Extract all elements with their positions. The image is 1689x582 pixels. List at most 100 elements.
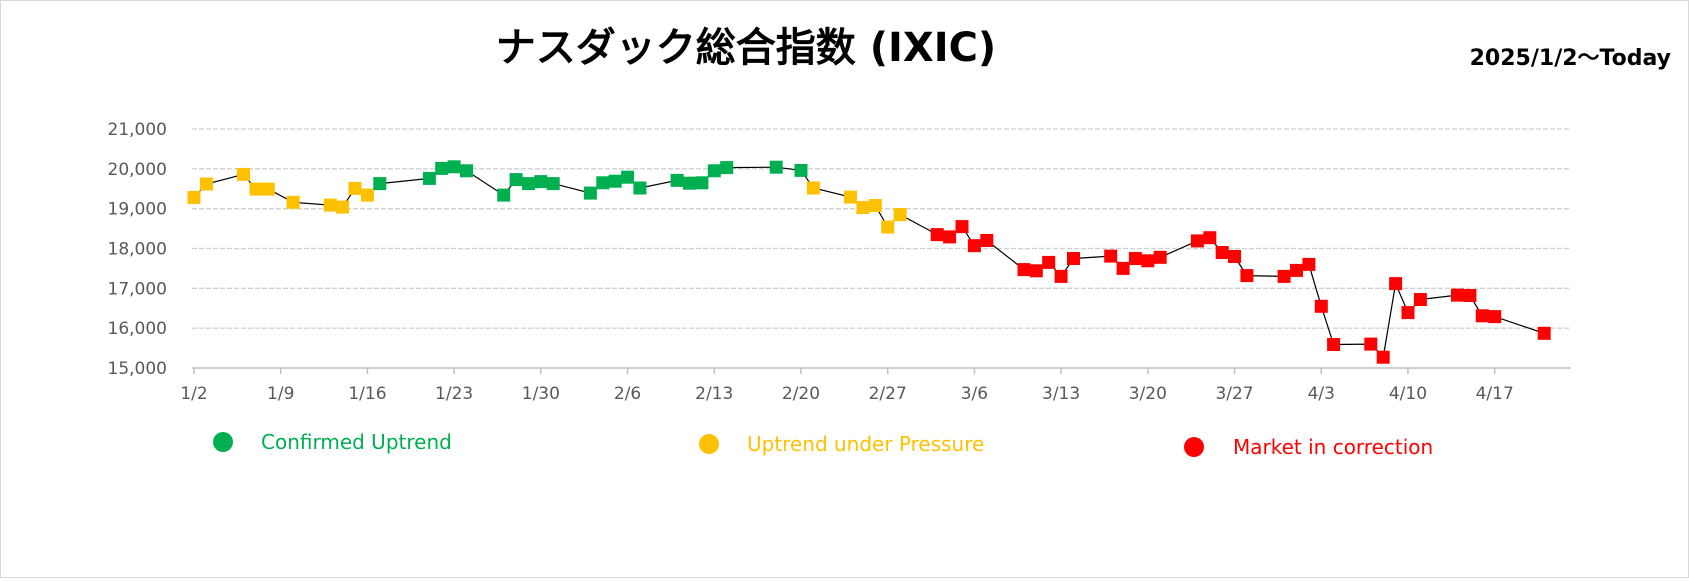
data-point-correction: [967, 239, 981, 253]
data-point-correction: [943, 230, 957, 244]
data-point-correction: [1203, 231, 1217, 245]
x-tick-label: 1/16: [348, 384, 386, 404]
data-point-correction: [1277, 269, 1291, 283]
data-point-uptrend: [422, 171, 436, 185]
x-tick-label: 3/6: [961, 384, 988, 404]
data-point-pressure: [336, 200, 350, 214]
data-point-correction: [1314, 299, 1328, 313]
y-tick-label: 15,000: [108, 359, 167, 379]
data-point-correction: [1116, 261, 1130, 275]
data-point-uptrend: [509, 173, 523, 187]
data-point-uptrend: [435, 161, 449, 175]
legend-marker-correction: [1184, 437, 1204, 457]
data-point-correction: [1128, 252, 1142, 265]
data-point-uptrend: [608, 174, 622, 188]
data-point-uptrend: [794, 163, 808, 177]
data-point-correction: [930, 228, 944, 242]
data-point-uptrend: [633, 181, 647, 195]
chart-title: ナスダック総合指数 (IXIC): [496, 25, 996, 71]
data-point-pressure: [249, 182, 263, 196]
data-point-correction: [1463, 289, 1477, 302]
x-tick-label: 1/23: [435, 384, 473, 404]
data-point-uptrend: [769, 160, 783, 174]
data-point-correction: [1067, 252, 1080, 265]
data-point-pressure: [286, 195, 300, 209]
data-point-uptrend: [695, 176, 709, 190]
legend-label-uptrend: Confirmed Uptrend: [261, 430, 452, 454]
data-point-correction: [1228, 250, 1241, 263]
data-point-correction: [980, 234, 994, 247]
data-point-uptrend: [583, 186, 597, 200]
y-tick-label: 17,000: [108, 279, 167, 299]
x-tick-label: 1/30: [522, 384, 560, 404]
data-point-uptrend: [683, 176, 696, 190]
data-point-pressure: [348, 181, 362, 195]
legend: Confirmed Uptrend Uptrend under Pressure M…: [213, 430, 1433, 459]
data-point-pressure: [856, 201, 870, 214]
data-point-uptrend: [670, 173, 684, 187]
data-point-correction: [1290, 263, 1303, 277]
x-tick-label: 2/6: [614, 384, 641, 404]
data-point-correction: [1364, 337, 1378, 351]
data-point-correction: [1537, 326, 1551, 340]
data-point-correction: [1376, 350, 1390, 364]
data-point-correction: [1017, 263, 1031, 277]
data-point-pressure: [261, 182, 275, 196]
data-point-pressure: [868, 199, 882, 212]
data-point-pressure: [844, 190, 857, 204]
data-point-correction: [1153, 250, 1167, 264]
data-point-pressure: [187, 191, 201, 204]
data-point-correction: [1029, 264, 1043, 278]
x-tick-label: 3/13: [1042, 384, 1080, 404]
data-point-pressure: [237, 167, 250, 181]
data-point-pressure: [199, 177, 213, 191]
data-point-correction: [1104, 249, 1118, 263]
x-tick-label: 3/27: [1215, 384, 1253, 404]
x-tick-label: 4/17: [1476, 384, 1514, 404]
data-point-correction: [1042, 255, 1056, 269]
data-point-uptrend: [534, 175, 548, 189]
data-markers: [187, 160, 1551, 364]
y-axis: 15,000 16,000 17,000 18,000 19,000 20,000 21,0…: [108, 120, 167, 379]
chart-subtitle: 2025/1/2〜Today: [1470, 46, 1671, 71]
legend-marker-pressure: [699, 434, 719, 454]
data-point-pressure: [360, 188, 374, 202]
y-tick-label: 20,000: [108, 160, 167, 180]
data-point-uptrend: [373, 177, 387, 191]
data-point-correction: [1488, 310, 1502, 324]
data-point-correction: [1413, 293, 1427, 306]
data-point-pressure: [881, 220, 895, 234]
y-tick-label: 19,000: [108, 200, 167, 220]
data-point-uptrend: [522, 177, 535, 191]
data-point-correction: [1327, 338, 1341, 351]
y-tick-label: 21,000: [108, 120, 167, 140]
data-point-correction: [1215, 246, 1229, 259]
y-tick-label: 16,000: [108, 319, 167, 339]
x-tick-label: 3/20: [1129, 384, 1167, 404]
data-point-uptrend: [546, 177, 560, 191]
legend-marker-uptrend: [213, 432, 233, 452]
x-axis: 1/2 1/9 1/16 1/23 1/30 2/6 2/13 2/20 2/27 3/6 3/13…: [180, 367, 1571, 404]
data-point-correction: [955, 220, 969, 234]
data-point-correction: [1475, 309, 1489, 323]
data-point-uptrend: [621, 170, 635, 184]
data-point-correction: [1401, 306, 1415, 320]
data-point-uptrend: [460, 164, 473, 178]
x-tick-label: 1/9: [267, 384, 294, 404]
data-point-correction: [1141, 254, 1155, 268]
y-tick-label: 18,000: [108, 240, 167, 260]
data-point-uptrend: [707, 164, 721, 178]
x-tick-label: 4/10: [1389, 384, 1427, 404]
data-point-uptrend: [497, 188, 511, 202]
x-tick-label: 2/20: [782, 384, 820, 404]
data-point-correction: [1190, 234, 1204, 248]
data-point-uptrend: [447, 160, 461, 174]
data-point-pressure: [323, 198, 337, 212]
data-point-uptrend: [720, 161, 734, 175]
x-tick-label: 2/27: [869, 384, 907, 404]
data-point-correction: [1389, 277, 1403, 291]
data-point-correction: [1302, 257, 1316, 271]
legend-label-correction: Market in correction: [1233, 435, 1433, 459]
